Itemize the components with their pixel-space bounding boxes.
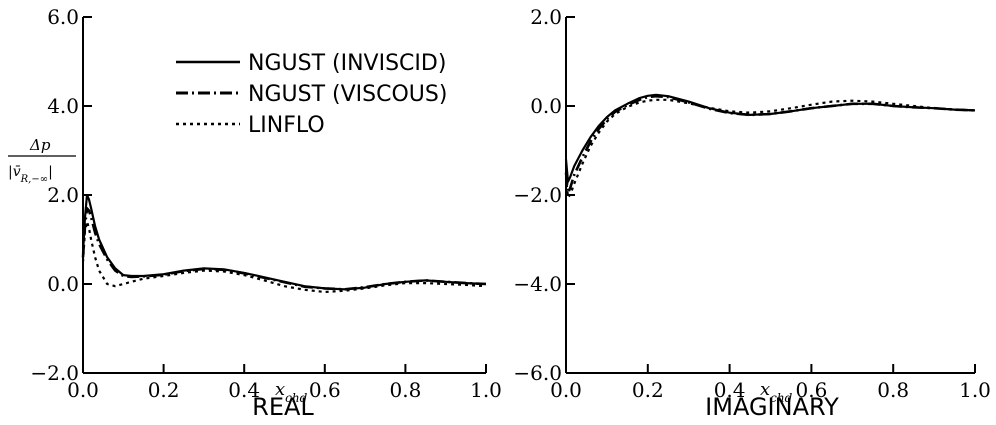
legend-entry-linflo: LINFLO [176, 113, 325, 138]
chart-real: 0.0 0.2 0.4 0.6 0.8 1.0−2.00.02.04.06.0 Δp |v… [8, 5, 502, 421]
real-series-linflo [81, 220, 487, 294]
real-x-tick-label: 0.0 [67, 378, 99, 402]
real-x-tick-label: 1.0 [470, 378, 502, 402]
imag-tick-layer: 0.0 0.2 0.4 0.6 0.8 1.0 −6.0 −4.0 −2.0 0.0 2.0 [513, 5, 990, 402]
real-x-tick-label: 0.4 [228, 378, 260, 402]
imag-y-tick-label: 0.0 [530, 94, 562, 118]
imag-x-tick-label: 0.0 [550, 378, 582, 402]
imag-x-tick-label: 0.6 [795, 378, 827, 402]
real-x-tick-label: 0.2 [148, 378, 180, 402]
real-y-tick-label: −2.0 [30, 361, 79, 385]
imag-x-tick-label: 0.2 [632, 378, 664, 402]
imag-x-tick-label: 0.4 [714, 378, 746, 402]
real-y-tick-label: 0.0 [47, 272, 79, 296]
imag-y-tick-label: −2.0 [513, 183, 562, 207]
real-panel-title: REAL [252, 393, 314, 421]
legend-entry-viscous: NGUST (VISCOUS) [176, 82, 447, 107]
real-series-ngust-viscous [81, 207, 487, 291]
real-tick-layer: 0.0 0.2 0.4 0.6 0.8 1.0−2.00.02.04.06.0 [30, 5, 501, 402]
imag-y-tick-label: 2.0 [530, 5, 562, 29]
legend-label-viscous: NGUST (VISCOUS) [248, 82, 447, 107]
svg-text:Δp: Δp [29, 136, 51, 154]
imag-panel-title: IMAGINARY [705, 393, 839, 421]
imag-x-tick-label: 0.8 [877, 378, 909, 402]
real-series-layer [81, 193, 487, 294]
real-y-axis-label: Δp |v̄R,−∞| [8, 136, 76, 185]
real-x-tick-label: 0.6 [309, 378, 341, 402]
real-legend: NGUST (INVISCID) NGUST (VISCOUS) LINFLO [176, 51, 447, 138]
real-y-tick-label: 4.0 [47, 94, 79, 118]
imag-series-ngust-viscous [564, 94, 976, 195]
imag-series-layer [564, 93, 976, 199]
real-x-tick-label: 0.8 [389, 378, 421, 402]
imag-y-tick-label: −4.0 [513, 272, 562, 296]
imag-x-tick-label: 1.0 [959, 378, 991, 402]
imag-y-tick-label: −6.0 [513, 361, 562, 385]
real-y-tick-label: 6.0 [47, 5, 79, 29]
legend-label-inviscid: NGUST (INVISCID) [248, 51, 446, 76]
imag-series-linflo [564, 98, 976, 199]
legend-label-linflo: LINFLO [248, 113, 325, 138]
chart-imaginary: 0.0 0.2 0.4 0.6 0.8 1.0−6.0−4.0−2.00.02.0 xch… [513, 5, 990, 421]
legend-entry-inviscid: NGUST (INVISCID) [176, 51, 446, 76]
svg-text:|v̄R,−∞|: |v̄R,−∞| [8, 164, 53, 185]
real-y-tick-label: 2.0 [47, 183, 79, 207]
